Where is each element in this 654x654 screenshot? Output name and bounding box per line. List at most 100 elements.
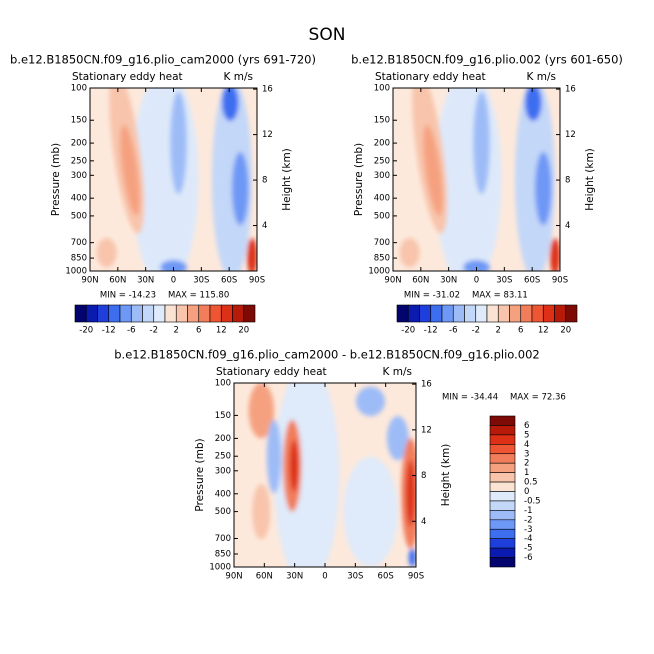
field-region bbox=[170, 91, 187, 195]
y-tick-label: 700 bbox=[374, 238, 390, 248]
y2-tick-label: 16 bbox=[421, 380, 432, 390]
x-tick-label: 60N bbox=[256, 572, 273, 582]
field-region bbox=[231, 152, 249, 226]
colorbar-box bbox=[97, 304, 110, 323]
colorbar-label: -1 bbox=[524, 506, 532, 516]
y-tick-label: 850 bbox=[71, 254, 87, 264]
colorbar-box bbox=[489, 519, 516, 530]
colorbar-label: -6 bbox=[524, 553, 532, 563]
max-label: MAX = 83.11 bbox=[472, 291, 528, 301]
colorbar-label: -12 bbox=[424, 326, 438, 336]
colorbar-box bbox=[489, 444, 516, 455]
field-shapes bbox=[96, 88, 257, 271]
colorbar-label: -5 bbox=[524, 544, 532, 554]
colorbar-box bbox=[175, 304, 188, 323]
y-tick-label: 250 bbox=[71, 156, 87, 166]
colorbar-box bbox=[209, 304, 222, 323]
y-tick-label: 1000 bbox=[209, 563, 231, 573]
x-tick-label: 90S bbox=[249, 276, 265, 286]
x-tick-label: 90N bbox=[225, 572, 242, 582]
y2-tick-label: 12 bbox=[565, 130, 576, 140]
field-region bbox=[355, 386, 386, 417]
colorbar-box bbox=[520, 304, 533, 323]
colorbar-box bbox=[164, 304, 177, 323]
colorbar-label: 12 bbox=[538, 326, 549, 336]
colorbar-box bbox=[489, 538, 516, 549]
y-tick-label: 500 bbox=[215, 507, 231, 517]
colorbar-box bbox=[153, 304, 166, 323]
min-label: MIN = -14.23 bbox=[100, 291, 156, 301]
y2-tick-label: 12 bbox=[262, 130, 273, 140]
panel-title: b.e12.B1850CN.f09_g16.plio.002 (yrs 601-… bbox=[351, 53, 623, 67]
colorbar-box bbox=[497, 304, 510, 323]
colorbar-label: 20 bbox=[560, 326, 571, 336]
colorbar-box bbox=[489, 415, 516, 426]
field-region bbox=[343, 456, 398, 567]
x-tick-label: 90S bbox=[552, 276, 568, 286]
y2-tick-label: 4 bbox=[565, 221, 570, 231]
panel-title: b.e12.B1850CN.f09_g16.plio_cam2000 - b.e… bbox=[114, 348, 539, 362]
colorbar-box bbox=[142, 304, 155, 323]
y-label: Pressure (mb) bbox=[50, 143, 62, 216]
colorbar-label: -20 bbox=[401, 326, 415, 336]
x-tick-label: 90N bbox=[81, 276, 98, 286]
y2-label: Height (km) bbox=[440, 444, 452, 507]
field-region bbox=[534, 152, 552, 226]
colorbar-box bbox=[220, 304, 233, 323]
colorbar-box bbox=[441, 304, 454, 323]
field-region bbox=[549, 238, 560, 271]
field-region bbox=[524, 88, 542, 121]
y-tick-label: 250 bbox=[374, 156, 390, 166]
contour-field bbox=[234, 383, 416, 567]
x-tick-label: 60S bbox=[378, 572, 394, 582]
colorbar-label: 12 bbox=[216, 326, 227, 336]
x-tick-label: 60S bbox=[221, 276, 237, 286]
colorbar-box bbox=[119, 304, 132, 323]
y-tick-label: 1000 bbox=[368, 267, 390, 277]
colorbar-label: 20 bbox=[238, 326, 249, 336]
field-region bbox=[423, 125, 443, 216]
x-tick-label: 60N bbox=[109, 276, 126, 286]
colorbar-box bbox=[198, 304, 211, 323]
y-tick-label: 500 bbox=[374, 211, 390, 221]
y-tick-label: 150 bbox=[215, 411, 231, 421]
y-tick-label: 300 bbox=[374, 171, 390, 181]
field-region bbox=[246, 238, 257, 271]
x-tick-label: 30S bbox=[496, 276, 512, 286]
contour-field bbox=[90, 88, 257, 271]
y-tick-label: 100 bbox=[71, 84, 87, 94]
colorbar-label: 6 bbox=[196, 326, 201, 336]
colorbar-box bbox=[243, 304, 256, 323]
colorbar-box bbox=[489, 434, 516, 445]
x-tick-label: 90S bbox=[408, 572, 424, 582]
colorbar-box bbox=[554, 304, 567, 323]
y-tick-label: 300 bbox=[71, 171, 87, 181]
right-label: K m/s bbox=[527, 71, 556, 83]
y2-label: Height (km) bbox=[584, 148, 596, 211]
field-region bbox=[266, 419, 282, 494]
colorbar-label: -4 bbox=[524, 534, 532, 544]
colorbar-box bbox=[464, 304, 477, 323]
y-tick-label: 850 bbox=[215, 550, 231, 560]
colorbar-box bbox=[232, 304, 245, 323]
x-tick-label: 60N bbox=[412, 276, 429, 286]
colorbar-box bbox=[452, 304, 465, 323]
colorbar-label: 6 bbox=[518, 326, 523, 336]
left-label: Stationary eddy heat bbox=[216, 366, 327, 378]
colorbar-label: 2 bbox=[496, 326, 501, 336]
field-region bbox=[221, 88, 239, 121]
colorbar-box bbox=[489, 472, 516, 483]
colorbar-box bbox=[475, 304, 488, 323]
y2-tick-label: 16 bbox=[565, 85, 576, 95]
colorbar-box bbox=[187, 304, 200, 323]
colorbar-box bbox=[486, 304, 499, 323]
colorbar-box bbox=[396, 304, 409, 323]
colorbar-box bbox=[74, 304, 87, 323]
colorbar-label: 0.5 bbox=[524, 478, 538, 488]
y-tick-label: 400 bbox=[71, 194, 87, 204]
figure-title: SON bbox=[309, 25, 346, 45]
field-region bbox=[405, 460, 416, 527]
y-tick-label: 250 bbox=[215, 452, 231, 462]
y-tick-label: 700 bbox=[215, 534, 231, 544]
